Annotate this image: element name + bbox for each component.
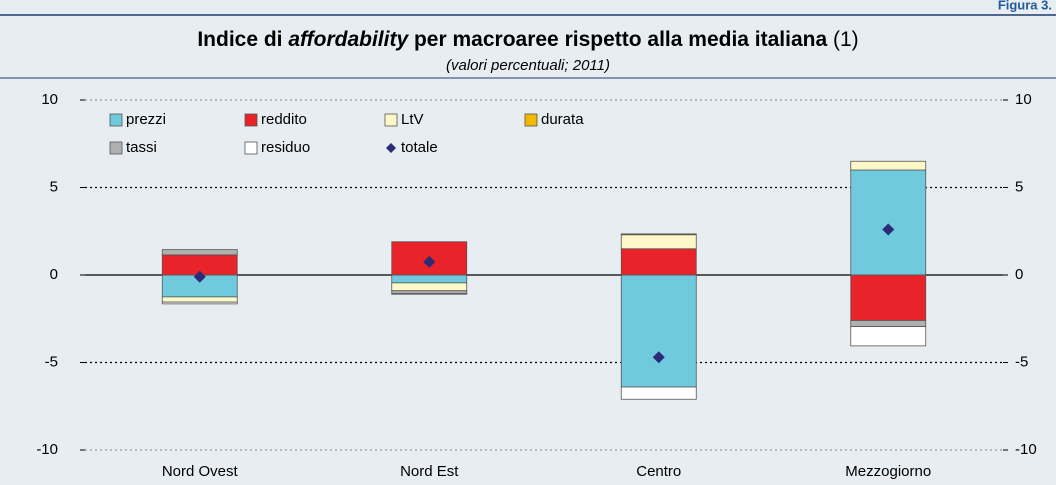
bar-segment [391,292,468,295]
total-marker [882,223,895,236]
legend-label: reddito [261,111,307,128]
total-marker [193,270,206,283]
y2-tick-label: 10 [1015,91,1032,108]
bar-segment [620,274,697,388]
title-part: per macroaree rispetto alla media italia… [408,28,833,51]
title-part: (1) [833,28,859,51]
title-part: affordability [288,28,409,51]
bar-segment [391,282,468,292]
y2-tick-label: 0 [1015,266,1023,283]
x-tick-label: Nord Est [400,463,459,480]
bar-segment [850,169,927,276]
bar-segment [620,233,697,236]
bar-segment [161,249,238,256]
bar-segment [620,234,697,250]
legend-marker [386,143,396,153]
legend-label: prezzi [126,111,166,128]
bar-segment [850,320,927,328]
legend-swatch [244,113,258,127]
y-tick-label: 0 [50,266,58,283]
legend-swatch [109,113,123,127]
bar-segment [391,274,468,284]
chart-title: Indice di affordability per macroaree ri… [197,28,858,51]
bar-segment [850,160,927,171]
legend-swatch [109,141,123,155]
chart-subtitle: (valori percentuali; 2011) [446,57,610,74]
total-marker [652,351,665,364]
bar-segment [620,248,697,276]
legend-swatch [244,141,258,155]
x-tick-label: Centro [636,463,681,480]
total-marker [423,255,436,268]
y-tick-label: 10 [41,91,58,108]
figure-label: Figura 3. [998,0,1052,12]
bar-segment [161,296,238,303]
legend-label: tassi [126,139,157,156]
bar-segment [620,386,697,400]
x-tick-label: Nord Ovest [162,463,239,480]
legend-label: durata [541,111,584,128]
y2-tick-label: -5 [1015,353,1028,370]
legend-label: residuo [261,139,310,156]
x-tick-label: Mezzogiorno [845,463,931,480]
y-tick-label: -10 [36,441,58,458]
bar-segment [850,274,927,321]
y2-tick-label: -10 [1015,441,1037,458]
bar-segment [850,326,927,347]
y-tick-label: -5 [45,353,58,370]
legend-swatch [524,113,538,127]
legend-label: totale [401,139,438,156]
title-part: Indice di [197,28,288,51]
legend-label: LtV [401,111,424,128]
y-tick-label: 5 [50,178,58,195]
bar-segment [161,301,238,305]
legend-swatch [384,113,398,127]
y2-tick-label: 5 [1015,178,1023,195]
